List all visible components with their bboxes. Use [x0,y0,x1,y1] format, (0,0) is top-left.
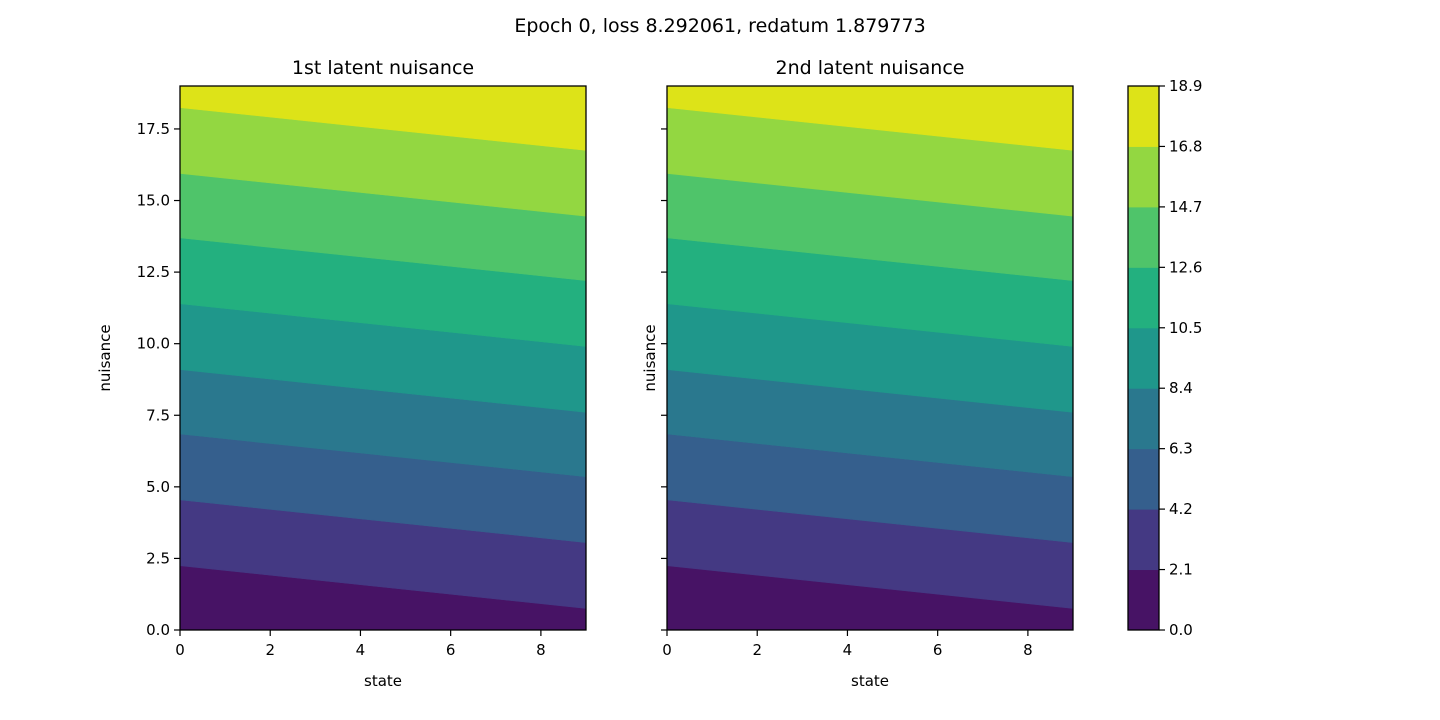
y-tick-label: 7.5 [146,406,170,424]
colorbar-tick-label: 2.1 [1169,561,1193,579]
y-tick-label: 15.0 [137,192,170,210]
y-tick-label: 12.5 [137,263,170,281]
x-axis-label: state [851,672,889,690]
axes-frame [666,85,1074,631]
colorbar-tick-label: 14.7 [1169,198,1202,216]
contour-band-7 [667,173,1073,281]
contour-band-6 [667,237,1073,347]
colorbar-segment-1 [1128,569,1159,631]
colorbar-tick-label: 16.8 [1169,137,1202,155]
contour-band-4 [667,369,1073,478]
contour-band-5 [667,303,1073,413]
contour-band-3 [667,433,1073,543]
y-tick-label: 10.0 [137,335,170,353]
colorbar-tick-label: 6.3 [1169,440,1193,458]
colorbar-tick-label: 10.5 [1169,319,1202,337]
colorbar-segment-4 [1128,388,1159,450]
x-tick-label: 2 [265,641,275,659]
contour-band-8 [667,107,1073,217]
y-tick-label: 17.5 [137,120,170,138]
panel-2: 0 2 4 6 8 2nd latent nuisance state nuisance [641,57,1074,690]
colorbar-segment-6 [1128,267,1159,329]
contour-band-4 [180,369,586,478]
x-axis-label: state [364,672,402,690]
y-tick-label: 0.0 [146,621,170,639]
y-axis-label: nuisance [641,324,659,391]
panel-1: 0 2 4 6 8 0.0 2.5 5.0 7.5 10.0 12.5 15.0 17.5 1st lat… [96,57,587,690]
panel-title: 1st latent nuisance [292,57,474,79]
y-axis-label: nuisance [96,324,114,391]
contour-band-7 [180,173,586,281]
contour-band-1 [180,565,586,630]
contour-band-8 [180,107,586,217]
contour-band-2 [667,499,1073,609]
x-tick-label: 2 [752,641,762,659]
contour-bands [667,86,1073,630]
contour-band-5 [180,303,586,413]
colorbar-tick-label: 8.4 [1169,379,1193,397]
x-tick-label: 8 [1023,641,1033,659]
contour-band-6 [180,237,586,347]
contour-band-2 [180,499,586,609]
colorbar-tick-label: 12.6 [1169,258,1202,276]
x-tick-label: 4 [843,641,853,659]
colorbar-tick-label: 0.0 [1169,621,1193,639]
colorbar-segment-5 [1128,327,1159,389]
contour-band-1 [667,565,1073,630]
colorbar-segment-7 [1128,206,1159,268]
colorbar-tick-label: 18.9 [1169,77,1202,95]
x-tick-label: 8 [536,641,546,659]
colorbar-segment-8 [1128,146,1159,208]
x-tick-label: 6 [446,641,456,659]
panel-title: 2nd latent nuisance [776,57,965,79]
contour-bands [180,86,586,630]
colorbar-segment-9 [1128,86,1159,147]
contour-band-9 [180,86,586,151]
panels-layer: 0 2 4 6 8 0.0 2.5 5.0 7.5 10.0 12.5 15.0 17.5 1st lat… [96,57,1074,690]
colorbar-frame [1127,85,1160,631]
x-tick-label: 0 [175,641,185,659]
colorbar-segment-2 [1128,509,1159,571]
x-tick-label: 6 [933,641,943,659]
x-tick-label: 0 [662,641,672,659]
x-tick-label: 4 [356,641,366,659]
y-tick-label: 5.0 [146,478,170,496]
contour-band-9 [667,86,1073,151]
colorbar-segment-3 [1128,448,1159,510]
colorbar: 0.0 2.1 4.2 6.3 8.4 10.5 12.6 14.7 16.8 18.9 [1127,77,1202,639]
axes-frame [179,85,587,631]
figure-suptitle: Epoch 0, loss 8.292061, redatum 1.879773 [514,15,925,37]
colorbar-tick-label: 4.2 [1169,500,1193,518]
y-tick-label: 2.5 [146,549,170,567]
contour-band-3 [180,433,586,543]
